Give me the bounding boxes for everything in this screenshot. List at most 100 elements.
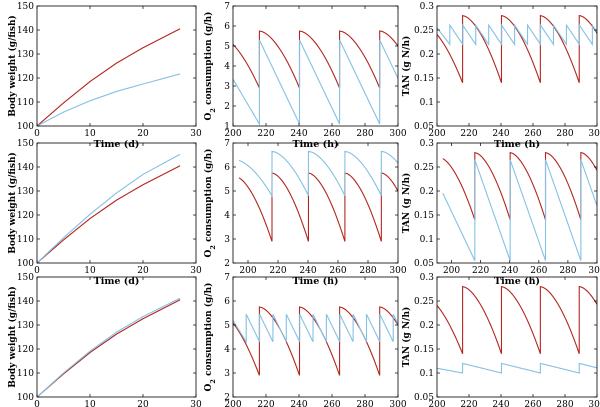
- plot-frame: [232, 5, 399, 127]
- series-line-red: [233, 306, 398, 376]
- y-tick-label: 0.3: [420, 139, 435, 149]
- y-tick-label: 0.1: [420, 235, 434, 245]
- series-line-blue: [238, 150, 398, 198]
- x-tick-label: 30: [190, 400, 202, 407]
- y-tick-label: 0.2: [420, 321, 434, 331]
- plot-frame: [232, 276, 399, 398]
- series-group: [37, 28, 181, 126]
- y-tick-label: 0.1: [420, 369, 434, 379]
- y-tick-label: 140: [17, 297, 34, 307]
- y-tick-label: 120: [17, 345, 34, 355]
- x-tick-label: 220: [257, 129, 274, 139]
- x-tick-label: 220: [269, 266, 286, 276]
- x-tick-label: 220: [460, 129, 477, 139]
- x-tick-label: 0: [34, 400, 40, 407]
- series-line-blue: [233, 39, 398, 126]
- x-tick-label: 10: [84, 129, 96, 139]
- plot-frame: [36, 142, 197, 264]
- series-group: [37, 153, 181, 263]
- x-tick-label: 0: [34, 266, 40, 276]
- series-group: [233, 306, 398, 376]
- x-axis-label: Time (h): [293, 276, 339, 287]
- y-tick-label: 100: [17, 393, 34, 403]
- y-axis-label: O2 consumption (g/h): [203, 12, 217, 121]
- x-tick-label: 220: [472, 266, 489, 276]
- x-tick-label: 10: [84, 266, 96, 276]
- series-group: [238, 150, 398, 242]
- x-tick-label: 240: [290, 129, 307, 139]
- y-tick-label: 140: [17, 26, 34, 36]
- y-tick-label: 6: [224, 297, 230, 307]
- y-tick-label: 110: [17, 98, 34, 108]
- x-tick-label: 280: [356, 400, 373, 407]
- y-tick-label: 0.15: [414, 74, 434, 84]
- panel-tan1: 200 220 240 260 280 300 0.05 0.1 0.15 0.2 0.25 0.3 T…: [401, 2, 600, 150]
- y-tick-label: 110: [17, 369, 34, 379]
- x-tick-label: 200: [428, 400, 445, 407]
- x-tick-label: 260: [323, 400, 340, 407]
- series-group: [37, 297, 181, 397]
- x-tick-label: 260: [323, 129, 340, 139]
- x-tick-label: 240: [290, 400, 307, 407]
- x-tick-label: 300: [389, 129, 406, 139]
- y-tick-label: 150: [17, 2, 34, 12]
- x-axis-label: Time (d): [94, 276, 140, 287]
- x-tick-label: 240: [492, 400, 509, 407]
- x-tick-label: 0: [34, 129, 40, 139]
- panel-o2_2: 200 220 240 260 280 300 2 3 4 5 6 7 Time (h) O2 consu…: [203, 139, 407, 287]
- y-tick-label: 0.15: [414, 211, 434, 221]
- y-tick-label: 1: [224, 122, 230, 132]
- x-tick-label: 200: [443, 266, 460, 276]
- y-tick-label: 5: [224, 42, 230, 52]
- y-tick-label: 0.05: [414, 122, 434, 132]
- y-tick-label: 120: [17, 74, 34, 84]
- y-axis-label: TAN (g N/h): [401, 36, 412, 97]
- y-tick-label: 130: [17, 187, 34, 197]
- x-axis-label: Time (h): [494, 139, 540, 150]
- x-tick-label: 280: [556, 400, 573, 407]
- x-tick-label: 300: [588, 400, 600, 407]
- y-tick-label: 0.25: [414, 297, 434, 307]
- series-line-blue: [437, 23, 597, 47]
- y-tick-label: 3: [224, 369, 230, 379]
- y-tick-label: 2: [224, 102, 230, 112]
- y-tick-label: 3: [224, 82, 230, 92]
- y-tick-label: 150: [17, 273, 34, 283]
- y-tick-label: 110: [17, 235, 34, 245]
- series-group: [437, 14, 597, 84]
- y-tick-label: 0.1: [420, 98, 434, 108]
- x-tick-label: 20: [137, 129, 149, 139]
- y-tick-label: 0.2: [420, 50, 434, 60]
- panel-o2_3: 200 220 240 260 280 300 2 3 4 5 6 7 Time (h) O2 consu…: [203, 273, 407, 407]
- plot-frame: [436, 5, 598, 127]
- x-tick-label: 260: [530, 266, 547, 276]
- x-tick-label: 200: [239, 266, 256, 276]
- y-tick-label: 0.25: [414, 163, 434, 173]
- series-line-red: [37, 299, 181, 397]
- y-tick-label: 0.3: [420, 2, 435, 12]
- x-tick-label: 280: [556, 129, 573, 139]
- y-axis-label: Body weight (g/fish): [7, 15, 18, 117]
- series-line-blue: [442, 159, 597, 261]
- y-tick-label: 2: [224, 259, 230, 269]
- x-tick-label: 300: [588, 266, 600, 276]
- x-tick-label: 260: [524, 400, 541, 407]
- plot-frame: [436, 276, 598, 398]
- plot-frame: [36, 276, 197, 398]
- y-tick-label: 0.2: [420, 187, 434, 197]
- x-tick-label: 200: [224, 129, 241, 139]
- x-tick-label: 280: [356, 129, 373, 139]
- series-line-red: [437, 14, 597, 84]
- x-tick-label: 280: [359, 266, 376, 276]
- panel-bw2: 0 10 20 30 100 110 120 130 140 150 Time (d) Body we…: [7, 139, 202, 287]
- y-tick-label: 120: [17, 211, 34, 221]
- x-tick-label: 30: [190, 266, 202, 276]
- y-tick-label: 100: [17, 259, 34, 269]
- x-tick-label: 280: [559, 266, 576, 276]
- y-tick-label: 0.3: [420, 273, 435, 283]
- plot-frame: [436, 142, 598, 264]
- y-tick-label: 2: [224, 393, 230, 403]
- y-tick-label: 0.15: [414, 345, 434, 355]
- y-tick-label: 4: [224, 345, 230, 355]
- y-tick-label: 6: [224, 22, 230, 32]
